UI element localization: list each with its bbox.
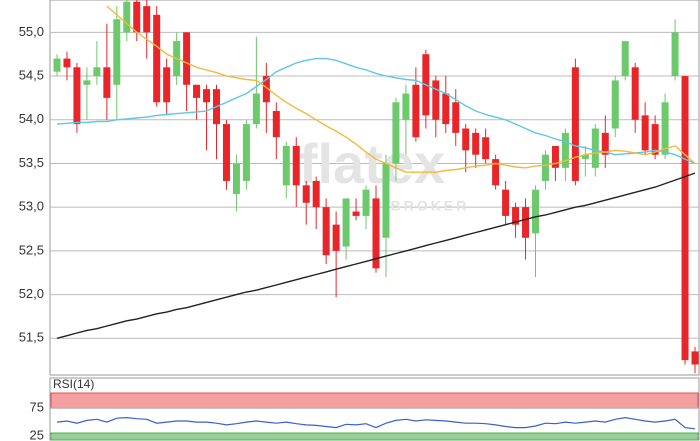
- candle-body: [73, 67, 81, 125]
- candle-body: [332, 224, 340, 251]
- candle-body: [93, 67, 101, 77]
- candle-body: [462, 128, 470, 151]
- y-tick-label: 25: [30, 427, 44, 441]
- watermark-sub: BROKER: [391, 198, 470, 214]
- candle-body: [242, 124, 250, 181]
- candle-body: [133, 1, 141, 33]
- y-tick-label: 51,5: [19, 330, 44, 345]
- candle-body: [163, 67, 171, 103]
- candle-body: [183, 32, 191, 85]
- candle-body: [631, 67, 639, 120]
- candle-body: [512, 207, 520, 225]
- overbought-band: [50, 392, 699, 409]
- candle-body: [671, 32, 679, 77]
- y-tick-label: 53,0: [19, 199, 44, 214]
- candle-body: [482, 137, 490, 160]
- candle-body: [581, 154, 589, 160]
- candle-body: [442, 93, 450, 125]
- candle-body: [551, 145, 559, 168]
- candle-body: [681, 76, 689, 361]
- y-tick-label: 54,0: [19, 111, 44, 126]
- candle-body: [123, 1, 131, 33]
- moving-average-line: [56, 57, 696, 165]
- candle-body: [302, 185, 310, 203]
- rsi-line: [56, 416, 696, 430]
- candle-body: [402, 93, 410, 120]
- candle-body: [143, 6, 151, 33]
- candle-body: [651, 124, 659, 155]
- candle-body: [312, 180, 320, 208]
- candle-body: [292, 145, 300, 186]
- candle-body: [272, 111, 280, 138]
- candle-body: [103, 67, 111, 98]
- candle-body: [392, 102, 400, 164]
- candle-body: [372, 198, 380, 269]
- candle-body: [661, 102, 669, 155]
- candle-body: [252, 93, 260, 125]
- y-tick-label: 53,5: [19, 155, 44, 170]
- candle-body: [342, 198, 350, 247]
- rsi-plot-frame: [49, 377, 700, 441]
- candle-body: [561, 132, 569, 168]
- candle-body: [232, 163, 240, 195]
- candle-body: [203, 89, 211, 103]
- y-tick-label: 52,5: [19, 242, 44, 257]
- y-tick-label: 54,5: [19, 67, 44, 82]
- candle-body: [601, 132, 609, 155]
- candle-body: [322, 207, 330, 256]
- y-tick-label: 52,0: [19, 286, 44, 301]
- candle-body: [502, 189, 510, 216]
- candle-body: [522, 207, 530, 238]
- candle-body: [382, 163, 390, 238]
- candle-body: [532, 189, 539, 234]
- moving-average-line: [56, 172, 696, 339]
- candle-body: [621, 41, 629, 77]
- candle-body: [571, 67, 579, 181]
- y-tick-label: 55,0: [19, 24, 44, 39]
- candle-body: [452, 102, 460, 133]
- candle-body: [262, 76, 270, 103]
- candle-body: [83, 80, 91, 85]
- candle-body: [352, 211, 360, 216]
- candle-body: [432, 80, 440, 120]
- candle-body: [691, 351, 699, 365]
- candle-body: [362, 189, 370, 216]
- candle-body: [472, 132, 480, 155]
- candle-body: [153, 14, 161, 103]
- watermark: flatex: [299, 132, 445, 195]
- candle-body: [412, 84, 420, 138]
- candle-body: [53, 58, 61, 72]
- candle-body: [492, 159, 500, 186]
- moving-average-line: [106, 5, 696, 173]
- oversold-band: [50, 432, 699, 441]
- candle-body: [193, 84, 201, 98]
- rsi-title: RSI(14): [53, 377, 94, 391]
- candle-body: [63, 58, 71, 68]
- candle-body: [591, 128, 599, 168]
- candle-body: [222, 124, 230, 181]
- candle-body: [113, 19, 121, 85]
- candle-body: [641, 115, 649, 151]
- candle-body: [282, 145, 290, 186]
- y-tick-label: 75: [30, 400, 44, 415]
- candle-body: [541, 154, 549, 181]
- candle-body: [611, 80, 619, 129]
